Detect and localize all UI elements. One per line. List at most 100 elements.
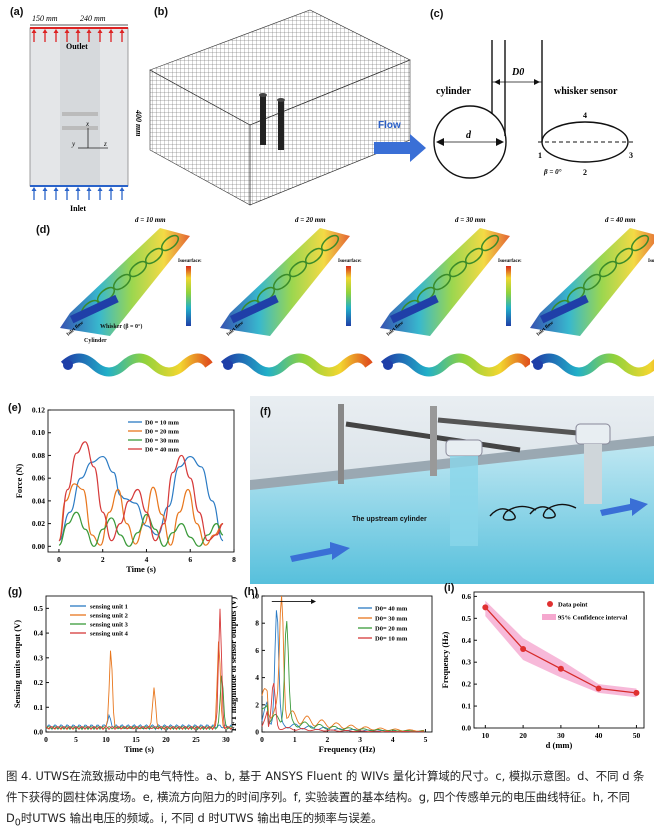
cylinder-section [223, 360, 233, 370]
beta-label: β = 0° [543, 168, 562, 176]
panel-g: (g) 0 5 10 15 20 25 30 0.0 0.1 0.2 0.3 0.4 0.5 Time (… [0, 584, 240, 756]
cylinder-section [63, 360, 73, 370]
force-chart: 0 2 4 6 8 0.00 0.02 0.04 0.06 0.08 0.10 0.12 Time (s… [14, 406, 236, 575]
dim-240: 240 mm [80, 14, 106, 23]
panel-c-label: (c) [430, 8, 444, 20]
outlet-arrows [31, 29, 125, 42]
wake-strip [220, 353, 373, 377]
series-line [261, 621, 425, 732]
fft-chart: 0 1 2 3 4 5 0 2 4 6 8 10 Frequency (Hz) FFT magnitude… [228, 592, 433, 754]
y-tick-label: 0.5 [462, 614, 472, 623]
y-tick-label: 0.10 [32, 428, 45, 437]
axis-y: y [71, 140, 76, 148]
y-tick-label: 6 [255, 646, 259, 655]
figure-caption: 图 4. UTWS在流致振动中的电气特性。a、b, 基于 ANSYS Fluen… [6, 766, 648, 833]
x-tick-label: 5 [74, 735, 78, 744]
upstream-label: The upstream cylinder [352, 516, 427, 523]
inlet-arrows [31, 187, 125, 200]
legend-entry: sensing unit 4 [90, 631, 129, 638]
x-tick-label: 0 [44, 735, 48, 744]
panel-b: (b) Flow [140, 0, 430, 215]
wake-strip [60, 353, 213, 377]
x-tick-label: 10 [482, 731, 490, 740]
dim-150: 150 mm [32, 14, 58, 23]
y-tick-label: 10 [252, 592, 260, 601]
legend-entry: D0 = 10 mm [145, 420, 179, 427]
legend-swatch [542, 614, 556, 620]
y-tick-label: 0.5 [34, 604, 44, 613]
d0-label: D0 [511, 67, 524, 78]
x-tick-label: 2 [101, 555, 105, 564]
series-line [261, 595, 425, 732]
cylinder-shape [230, 294, 279, 324]
series-line [58, 455, 224, 542]
y-tick-label: 0.3 [34, 653, 44, 662]
x-tick-label: 50 [633, 731, 641, 740]
x-tick-label: 4 [391, 735, 395, 744]
x-tick-label: 0 [260, 735, 264, 744]
panel-h: (h) 0 1 2 3 4 5 0 2 4 6 8 10 Frequency (Hz) FFT magni… [228, 584, 442, 756]
y-tick-label: 0.04 [32, 496, 45, 505]
caption-sub: 0 [14, 817, 21, 829]
x-tick-label: 0 [57, 555, 61, 564]
x-tick-label: 10 [102, 735, 110, 744]
y-tick-label: 0.6 [462, 592, 472, 601]
y-tick-label: 0.00 [32, 542, 45, 551]
cylinder-shape [540, 294, 589, 324]
colorbar [506, 266, 511, 326]
whisker-note: Whisker (β = 0°) [100, 324, 143, 330]
panel-e-label: (e) [8, 402, 22, 414]
flow-arrow-icon [374, 134, 426, 162]
experiment-photo [250, 396, 654, 584]
outlet-label: Outlet [66, 42, 88, 51]
axis-x: x [85, 120, 90, 128]
vortex-title: d = 20 mm [295, 216, 326, 224]
legend-entry: D0 = 30 mm [145, 438, 179, 445]
point-4: 4 [583, 111, 587, 120]
legend-entry: sensing unit 3 [90, 622, 129, 629]
frequency-chart: 10 20 30 40 50 0.0 0.1 0.2 0.3 0.4 0.5 0.6 d (mm) Fre… [440, 591, 645, 750]
point-2: 2 [583, 168, 587, 177]
height-label: 400 mm [134, 109, 143, 136]
legend-entry: D0 = 20 mm [145, 429, 179, 436]
y-tick-label: 0.12 [32, 406, 45, 415]
cylinder-section [533, 360, 543, 370]
setup-schematic: d D0 cylinder whisker sensor 1 2 3 4 β =… [433, 40, 634, 179]
range-arrow-head [311, 598, 317, 604]
isosurface-label: Isosurface: [178, 259, 202, 264]
x-tick-label: 30 [557, 731, 565, 740]
x-axis-label: Time (s) [126, 564, 156, 574]
data-point [557, 665, 564, 672]
legend-entry: D0= 40 mm [375, 606, 408, 613]
y-tick-label: 0.4 [34, 629, 44, 638]
series-line [45, 675, 233, 731]
legend-marker [547, 601, 553, 607]
y-axis-label: Frequency (Hz) [440, 631, 450, 688]
series-line [45, 641, 233, 731]
y-axis-label: Force (N) [14, 464, 24, 499]
caption-text: 图 4. UTWS在流致振动中的电气特性。a、b, 基于 ANSYS Fluen… [6, 769, 645, 825]
vortex-title: d = 40 mm [605, 216, 636, 224]
data-point [482, 604, 489, 611]
series-line [45, 608, 233, 731]
panel-c: (c) d D0 cylinder whisker sensor 1 2 3 4… [430, 0, 654, 215]
cylinder-shape [69, 294, 119, 324]
x-tick-label: 20 [162, 735, 170, 744]
y-tick-label: 0.06 [32, 474, 45, 483]
vortex-ring [630, 234, 650, 252]
y-tick-label: 0.4 [462, 636, 472, 645]
data-point [595, 685, 602, 692]
data-point [633, 689, 640, 696]
y-tick-label: 4 [255, 673, 259, 682]
isosurface-label: Isosurface: [498, 259, 522, 264]
mesh-domain [149, 9, 411, 206]
y-tick-label: 0.1 [462, 702, 472, 711]
panel-i: (i) 10 20 30 40 50 0.0 0.1 0.2 0.3 0.4 0.5 0.6 d (mm… [438, 580, 654, 756]
x-axis-label: Frequency (Hz) [319, 744, 376, 754]
panel-b-label: (b) [154, 6, 169, 18]
confidence-band [485, 600, 637, 698]
series-line [58, 483, 224, 546]
legend-entry: sensing unit 2 [90, 613, 128, 620]
colorbar [346, 266, 351, 326]
